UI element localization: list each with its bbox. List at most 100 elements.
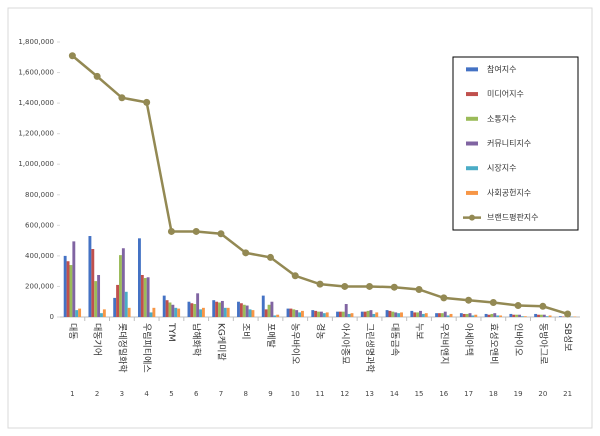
bar: [320, 311, 323, 317]
legend-label: 소통지수: [487, 114, 516, 123]
rank-label: 9: [268, 390, 272, 398]
rank-label: 3: [120, 390, 124, 398]
legend-swatch: [466, 190, 478, 195]
bar: [196, 293, 200, 317]
rank-label: 19: [514, 390, 523, 398]
line-marker: [564, 310, 572, 318]
bar: [146, 277, 150, 317]
bar: [218, 302, 221, 317]
legend-label: 미디어지수: [487, 89, 524, 99]
bar: [385, 310, 389, 317]
bar: [336, 311, 339, 317]
x-tick-label: 동방아그로: [537, 323, 548, 364]
bar: [518, 314, 521, 317]
rank-label: 6: [194, 390, 199, 398]
rank-label: 8: [243, 390, 247, 398]
line-marker: [266, 253, 274, 261]
line-marker: [167, 227, 175, 235]
bar: [490, 313, 494, 317]
rank-label: 15: [415, 390, 424, 398]
bar: [496, 315, 500, 317]
bar: [116, 284, 120, 317]
line-marker: [539, 302, 547, 310]
bar: [97, 274, 101, 317]
bar: [301, 310, 304, 317]
line-marker: [489, 298, 497, 306]
bar: [317, 311, 320, 317]
line-marker: [118, 94, 126, 102]
y-tick-label: 1,600,000: [18, 69, 54, 77]
bar: [88, 236, 92, 317]
bar: [239, 303, 243, 317]
rank-label: 17: [464, 390, 473, 398]
bar: [449, 313, 453, 317]
y-tick-label: 1,200,000: [18, 130, 54, 138]
y-tick-label: 400,000: [25, 252, 54, 260]
bar: [298, 312, 302, 317]
bar: [127, 307, 131, 317]
x-tick-label: 롯데정밀화학: [116, 323, 128, 373]
bar: [344, 304, 348, 317]
bar: [113, 297, 117, 317]
bar: [520, 316, 524, 317]
legend-label: 사회공헌지수: [487, 188, 531, 197]
x-tick-label: 그린생명과학: [364, 323, 375, 373]
bar: [245, 305, 249, 317]
bar: [215, 301, 219, 317]
rank-label: 16: [439, 390, 448, 398]
bar: [416, 312, 420, 317]
rank-label: 21: [563, 390, 572, 398]
bar: [534, 313, 538, 317]
x-tick-label: SB성보: [562, 323, 573, 351]
line-marker: [390, 283, 398, 291]
bar: [400, 312, 403, 317]
legend-label: 참여지수: [487, 64, 516, 74]
bar: [391, 311, 395, 317]
bar: [539, 314, 543, 317]
bar: [363, 311, 367, 317]
rank-label: 20: [538, 390, 547, 398]
line-marker: [514, 302, 522, 310]
line-marker: [316, 280, 324, 288]
bar: [509, 313, 513, 317]
legend-swatch: [466, 116, 478, 121]
bar: [124, 291, 128, 317]
rank-label: 10: [291, 390, 300, 398]
rank-label: 18: [489, 390, 498, 398]
x-tick-label: 대동금속: [389, 323, 400, 356]
bar: [369, 310, 373, 317]
bar: [201, 307, 205, 317]
bar: [397, 313, 401, 317]
bar: [226, 307, 230, 317]
x-tick-label: 인바이오: [513, 323, 524, 356]
x-tick-label: TYM: [166, 322, 176, 342]
bar: [515, 314, 519, 317]
bar: [341, 311, 345, 317]
line-marker: [440, 294, 448, 302]
bar: [350, 313, 354, 317]
line-marker: [192, 227, 200, 235]
bar: [119, 255, 122, 317]
y-tick-label: 1,000,000: [18, 160, 54, 168]
line-marker: [366, 282, 374, 290]
y-tick-label: 600,000: [25, 221, 54, 229]
bar: [542, 314, 546, 317]
bar: [438, 313, 441, 317]
x-tick-label: 조비: [240, 323, 251, 340]
x-tick-label: 포메탈: [265, 323, 276, 348]
rank-label: 1: [70, 390, 74, 398]
line-marker: [291, 272, 299, 280]
bar: [322, 313, 326, 317]
line-marker: [341, 282, 349, 290]
x-tick-label: KG케미칼: [215, 323, 226, 361]
rank-label: 7: [219, 390, 223, 398]
bar: [558, 316, 562, 317]
bar: [100, 313, 103, 317]
line-marker: [143, 98, 151, 106]
bar: [443, 311, 447, 317]
bar: [295, 310, 299, 317]
bar: [75, 310, 79, 317]
legend-swatch: [466, 67, 478, 72]
bar: [152, 307, 156, 317]
bar: [372, 313, 376, 317]
